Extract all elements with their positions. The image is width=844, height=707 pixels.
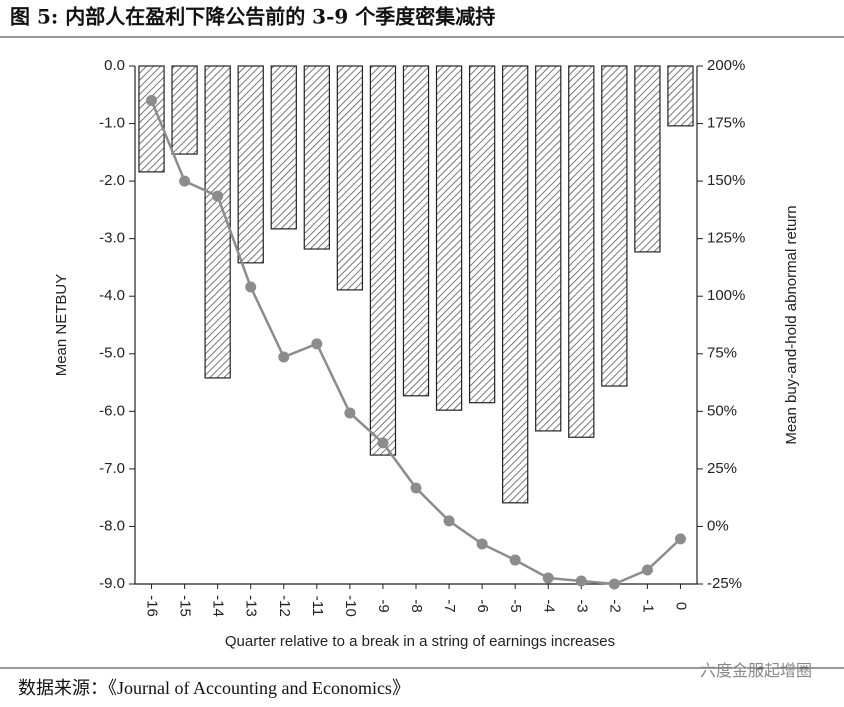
bar: [171, 65, 198, 155]
x-tick-label: -7: [441, 599, 458, 612]
bar: [568, 65, 595, 438]
bar: [303, 65, 330, 250]
x-tick-label: -4: [540, 599, 557, 612]
line-point: [245, 281, 257, 293]
line-point: [278, 351, 290, 363]
line-point: [641, 564, 653, 576]
line-point: [146, 95, 158, 107]
line-point: [542, 572, 554, 584]
y-axis-title: Mean NETBUY: [53, 274, 70, 377]
y-tick-label: -2.0: [99, 172, 125, 189]
line-point: [179, 175, 191, 187]
y-tick-label: 0.0: [104, 57, 125, 74]
x-axis-title: Quarter relative to a break in a string …: [225, 633, 615, 650]
y2-tick-label: 200%: [707, 57, 745, 74]
line-point: [509, 554, 521, 566]
bar: [535, 65, 562, 432]
line-point: [344, 407, 356, 419]
y-tick-label: -6.0: [99, 402, 125, 419]
y-tick-label: -7.0: [99, 460, 125, 477]
x-tick-label: -10: [342, 595, 359, 617]
y-tick-label: -1.0: [99, 115, 125, 132]
bar: [402, 65, 430, 397]
bar: [369, 65, 397, 456]
bar: [634, 65, 661, 253]
x-tick-label: -16: [144, 595, 161, 617]
x-tick-label: -3: [573, 599, 590, 612]
x-tick-label: -13: [243, 595, 260, 617]
x-tick-label: -12: [276, 595, 293, 617]
line-point: [674, 533, 686, 545]
bar: [468, 65, 496, 404]
line-point: [377, 437, 389, 449]
x-tick-label: -11: [309, 596, 326, 617]
x-tick-label: -15: [177, 595, 194, 617]
bar: [237, 65, 264, 264]
bar: [601, 65, 628, 387]
x-tick-label: -9: [375, 599, 392, 612]
x-tick-label: -2: [606, 599, 623, 612]
x-tick-label: -6: [474, 599, 491, 612]
x-tick-label: -1: [639, 599, 656, 612]
watermark: 六度金服起增圈: [700, 662, 812, 680]
line-point: [608, 578, 620, 590]
y2-tick-label: 175%: [707, 115, 745, 132]
line-point: [476, 538, 488, 550]
y-tick-label: -3.0: [99, 230, 125, 247]
bar: [336, 65, 364, 291]
line-point: [443, 515, 455, 527]
y2-tick-label: 125%: [707, 230, 745, 247]
y2-tick-label: 75%: [707, 345, 737, 362]
line-point: [410, 482, 422, 494]
source: 数据来源：《Journal of Accounting and Economic…: [18, 678, 410, 698]
x-tick-label: 0: [673, 602, 690, 610]
x-tick-label: -14: [210, 595, 227, 617]
x-tick-label: -5: [507, 599, 524, 612]
line-point: [212, 190, 224, 202]
bar: [502, 65, 529, 504]
y2-tick-label: 25%: [707, 460, 737, 477]
y2-axis-title: Mean buy-and-hold abnormal return: [783, 205, 800, 444]
line-point: [311, 338, 323, 350]
bar: [270, 65, 297, 230]
x-tick-label: -8: [408, 599, 425, 612]
y2-tick-label: 150%: [707, 172, 745, 189]
bar: [667, 65, 694, 127]
y2-tick-label: -25%: [707, 575, 742, 592]
y2-tick-label: 50%: [707, 402, 737, 419]
chart-title: 图 5: 内部人在盈利下降公告前的 3-9 个季度密集减持: [10, 5, 495, 29]
y2-tick-label: 100%: [707, 287, 745, 304]
y-tick-label: -8.0: [99, 517, 125, 534]
y-tick-label: -5.0: [99, 345, 125, 362]
y-tick-label: -9.0: [99, 575, 125, 592]
y2-tick-label: 0%: [707, 517, 729, 534]
line-point: [575, 575, 587, 587]
y-tick-label: -4.0: [99, 287, 125, 304]
bar: [435, 65, 463, 411]
